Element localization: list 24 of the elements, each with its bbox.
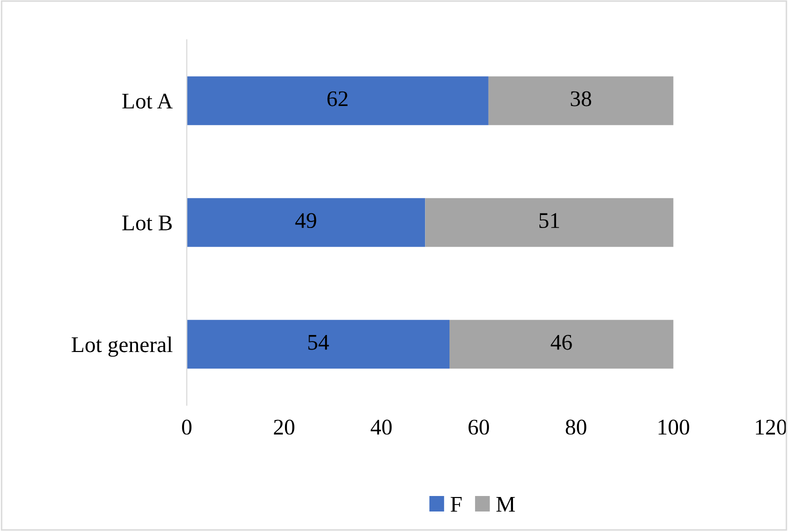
x-tick-label: 0: [182, 420, 192, 435]
bar: [425, 198, 674, 247]
data-label: 51: [539, 213, 560, 228]
bar: [488, 76, 674, 126]
y-tick-label: Lot B: [122, 216, 172, 230]
data-label: 38: [570, 91, 592, 106]
bar: [186, 76, 488, 126]
bar: [450, 320, 674, 369]
data-label: 49: [295, 213, 316, 228]
x-tick-label: 120: [756, 420, 786, 435]
y-tick-label: Lot A: [122, 94, 173, 109]
data-label: 46: [550, 334, 572, 350]
legend-label: F: [450, 497, 462, 512]
x-tick-label: 20: [274, 420, 294, 435]
x-tick-label: 60: [468, 420, 489, 435]
y-tick-label: Lot general: [72, 336, 172, 357]
x-tick-label: 80: [566, 420, 586, 435]
bar: [186, 198, 426, 247]
bar: [186, 320, 450, 369]
x-tick-label: 40: [370, 420, 392, 435]
legend-label: M: [496, 497, 515, 512]
data-label: 54: [308, 334, 329, 350]
data-label: 62: [327, 91, 348, 106]
x-tick-label: 100: [658, 420, 690, 435]
